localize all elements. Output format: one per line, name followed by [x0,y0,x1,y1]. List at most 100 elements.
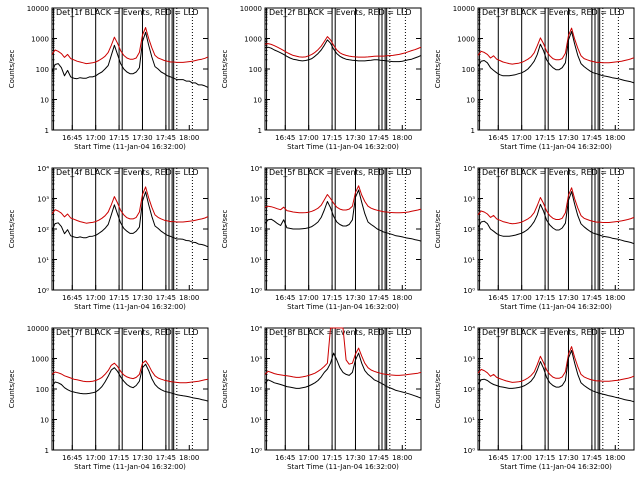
x-tick-label: 17:30 [132,454,152,462]
x-tick-label: 17:00 [299,294,319,302]
y-tick-label: 10² [250,386,262,394]
x-tick-label: 17:30 [558,454,578,462]
y-tick-label: 10³ [250,196,262,204]
series-events [477,349,635,403]
y-tick-label: 10⁰ [250,287,262,295]
y-tick-label: 1 [45,447,49,455]
plot-frame [477,167,635,291]
x-tick-label: 17:15 [109,454,129,462]
y-tick-label: 10¹ [463,257,475,265]
series-events [477,31,635,84]
y-tick-label: 10000 [453,5,475,13]
plot-frame [51,7,209,131]
y-tick-label: 1 [471,127,475,135]
y-tick-label: 10⁴ [37,165,49,173]
x-tick-label: 16:45 [62,134,82,142]
series-lld [264,327,422,378]
x-tick-label: 18:00 [605,134,625,142]
y-axis-label: Counts/sec [221,370,229,409]
series-events [51,191,209,248]
y-tick-label: 10 [40,97,49,105]
series-events [51,363,209,402]
series-events [477,191,635,245]
y-axis-label: Counts/sec [434,370,442,409]
panel-title: Det_2f BLACK = Events, RED = LLD [269,8,412,17]
x-tick-label: 18:00 [179,454,199,462]
plot-frame [51,327,209,451]
y-tick-label: 10² [37,226,49,234]
plot-frame [264,167,422,291]
x-tick-label: 16:45 [488,294,508,302]
x-tick-label: 17:30 [558,294,578,302]
y-tick-label: 1000 [457,36,475,44]
x-tick-label: 17:15 [322,134,342,142]
series-events [264,39,422,63]
y-tick-label: 10⁴ [463,165,475,173]
x-axis-label: Start Time (11-Jan-04 16:32:00) [74,303,186,311]
y-tick-label: 10 [253,97,262,105]
y-tick-label: 10⁰ [37,287,49,295]
series-lld [477,27,635,65]
x-tick-label: 17:15 [109,294,129,302]
x-tick-label: 17:00 [299,134,319,142]
y-tick-label: 10 [466,97,475,105]
y-tick-label: 10¹ [250,257,262,265]
y-tick-label: 1000 [31,36,49,44]
y-axis-label: Counts/sec [221,50,229,89]
panel-title: Det_4f BLACK = Events, RED = LLD [56,168,199,177]
y-tick-label: 10000 [27,325,49,333]
y-tick-label: 1000 [31,356,49,364]
x-tick-label: 17:30 [132,294,152,302]
plot-frame [264,327,422,451]
y-tick-label: 10¹ [250,417,262,425]
x-tick-label: 18:00 [179,294,199,302]
y-axis-label: Counts/sec [434,210,442,249]
plot-frame [51,167,209,291]
x-tick-label: 18:00 [392,294,412,302]
x-tick-label: 17:00 [512,294,532,302]
panel-title: Det_6f BLACK = Events, RED = LLD [482,168,625,177]
x-tick-label: 18:00 [605,294,625,302]
x-tick-label: 17:00 [512,134,532,142]
y-tick-label: 10⁴ [250,165,262,173]
panel-title: Det_1f BLACK = Events, RED = LLD [56,8,199,17]
x-tick-label: 18:00 [392,134,412,142]
series-events [51,31,209,88]
panel-7: Det_7f BLACK = Events, RED = LLD 1 10 100 10… [8,325,209,471]
panel-8: Det_8f BLACK = Events, RED = LLD 10⁰ 10¹ 10… [221,325,422,471]
y-tick-label: 100 [462,66,475,74]
y-tick-label: 1000 [244,36,262,44]
x-tick-label: 17:00 [86,134,106,142]
x-tick-label: 17:15 [322,454,342,462]
y-tick-label: 10³ [463,196,475,204]
y-axis-label: Counts/sec [434,50,442,89]
panel-title: Det_3f BLACK = Events, RED = LLD [482,8,625,17]
y-tick-label: 1 [45,127,49,135]
panel-6: Det_6f BLACK = Events, RED = LLD 10⁰ 10¹ 10… [434,165,635,311]
y-tick-label: 10⁰ [463,287,475,295]
y-tick-label: 10⁰ [463,447,475,455]
x-tick-label: 17:30 [345,454,365,462]
y-tick-label: 10000 [240,5,262,13]
x-tick-label: 17:30 [345,134,365,142]
x-tick-label: 17:45 [156,134,176,142]
x-axis-label: Start Time (11-Jan-04 16:32:00) [74,463,186,471]
y-tick-label: 10000 [27,5,49,13]
panel-2: Det_2f BLACK = Events, RED = LLD 1 10 100 10… [221,5,422,151]
x-tick-label: 17:45 [582,134,602,142]
y-tick-label: 10⁴ [463,325,475,333]
x-tick-label: 17:15 [322,294,342,302]
panel-title: Det_9f BLACK = Events, RED = LLD [482,328,625,337]
x-tick-label: 16:45 [62,294,82,302]
series-events [264,352,422,399]
y-tick-label: 10¹ [463,417,475,425]
y-tick-label: 10 [40,417,49,425]
plot-frame [477,7,635,131]
x-tick-label: 18:00 [605,454,625,462]
x-tick-label: 17:30 [558,134,578,142]
y-tick-label: 10² [250,226,262,234]
y-axis-label: Counts/sec [8,370,16,409]
x-tick-label: 17:45 [369,134,389,142]
y-tick-label: 10³ [463,356,475,364]
